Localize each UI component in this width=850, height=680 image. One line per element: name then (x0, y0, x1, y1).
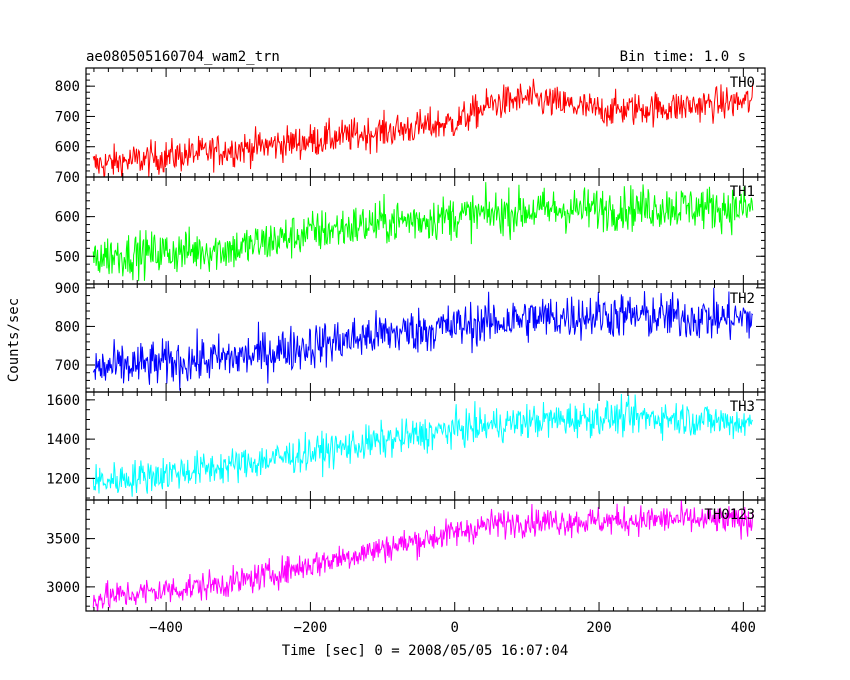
y-tick-label: 500 (55, 249, 80, 265)
x-tick-label: 200 (586, 620, 611, 636)
x-tick-label: −400 (149, 620, 183, 636)
panel-label-th2: TH2 (730, 291, 755, 307)
y-tick-label: 1400 (46, 432, 80, 448)
panel-th2: 700 800 900 TH2 (55, 281, 766, 393)
y-tick-label: 700 (55, 109, 80, 125)
y-tick-label: 700 (55, 170, 80, 186)
panel-th3: 1200 1400 1600 TH3 (46, 391, 766, 501)
panel-th0: 600 700 800 TH0 (55, 67, 766, 178)
panel-label-th1: TH1 (730, 184, 755, 200)
y-tick-label: 600 (55, 140, 80, 156)
panel-label-th0: TH0 (730, 75, 755, 91)
series-th0123 (92, 500, 754, 611)
x-tick-label: 0 (451, 620, 459, 636)
series-th3 (92, 394, 754, 497)
panel-label-th0123: TH0123 (704, 507, 755, 523)
series-th2 (92, 287, 754, 391)
panel-frame (85, 176, 766, 285)
panels: 600 700 800 TH0 500 600 700 TH1 700 800 900 TH2 1200… (46, 67, 766, 612)
x-axis-label: Time [sec] 0 = 2008/05/05 16:07:04 (282, 643, 569, 659)
panel-label-th3: TH3 (730, 399, 755, 415)
y-tick-label: 1600 (46, 393, 80, 409)
y-axis-label: Counts/sec (6, 298, 22, 382)
y-tick-label: 1200 (46, 471, 80, 487)
y-tick-label: 600 (55, 210, 80, 226)
y-tick-label: 800 (55, 319, 80, 335)
y-tick-label: 800 (55, 79, 80, 95)
x-tick-label: −200 (294, 620, 328, 636)
y-tick-label: 900 (55, 281, 80, 297)
chart-title: ae080505160704_wam2_trn (86, 49, 280, 65)
y-tick-label: 3000 (46, 580, 80, 596)
panel-frame (85, 391, 766, 501)
panel-th1: 500 600 700 TH1 (55, 170, 766, 285)
series-th1 (92, 182, 754, 282)
bin-time-label: Bin time: 1.0 s (620, 49, 746, 65)
y-tick-label: 3500 (46, 532, 80, 548)
x-tick-label: 400 (731, 620, 756, 636)
y-tick-label: 700 (55, 358, 80, 374)
panel-th0123: 3000 3500 TH0123 (46, 499, 766, 612)
series-th0 (92, 78, 754, 177)
x-axis: −400 −200 0 200 400 (149, 620, 756, 636)
